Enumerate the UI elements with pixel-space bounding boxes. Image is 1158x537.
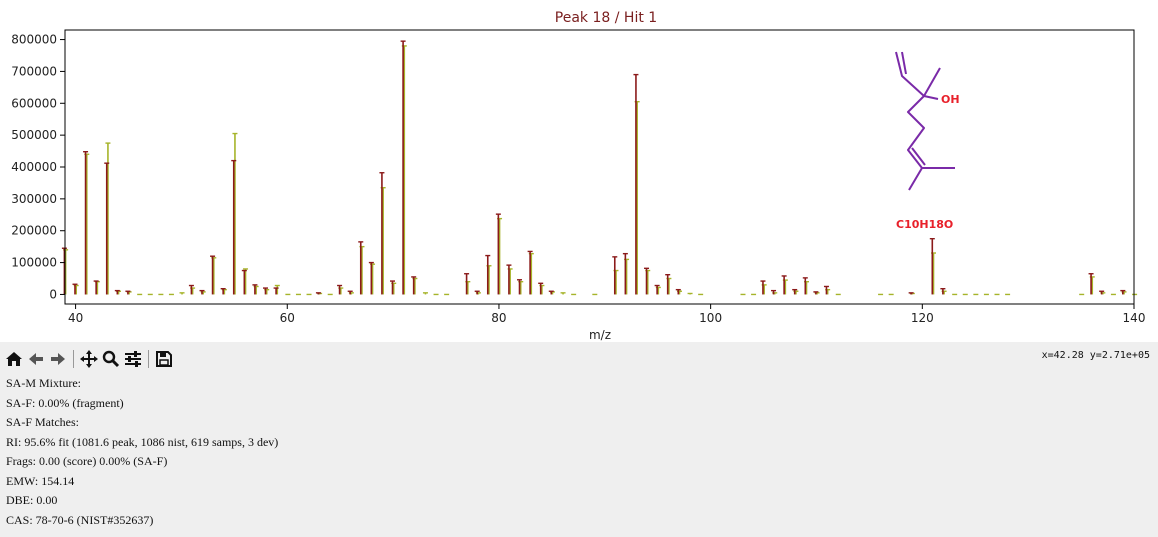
info-line: Frags: 0.00 (score) 0.00% (SA-F) bbox=[6, 454, 168, 468]
y-tick-label: 500000 bbox=[11, 128, 57, 142]
forward-arrow-icon bbox=[51, 353, 65, 365]
x-tick-label: 120 bbox=[911, 311, 934, 325]
info-line: RI: 95.6% fit (1081.6 peak, 1086 nist, 6… bbox=[6, 434, 279, 449]
info-line: SA-F Matches: bbox=[6, 415, 79, 429]
y-tick-label: 600000 bbox=[11, 96, 57, 110]
x-axis-label: m/z bbox=[589, 328, 611, 342]
spectrum-plot[interactable]: Peak 18 / Hit 1 40 60 80 100 120 140 0 100000 20… bbox=[0, 0, 1158, 342]
y-tick-label: 400000 bbox=[11, 160, 57, 174]
info-line: DBE: 0.00 bbox=[6, 493, 58, 507]
info-line: CAS: 78-70-6 (NIST#352637) bbox=[6, 512, 154, 527]
back-button[interactable] bbox=[26, 348, 46, 370]
structure-hydroxyl-bond bbox=[923, 95, 939, 100]
y-tick-label: 200000 bbox=[11, 224, 57, 238]
forward-button[interactable] bbox=[48, 348, 68, 370]
info-line: SA-M Mixture: bbox=[6, 376, 81, 390]
info-panel: x=42.28 y=2.71e+05 SA-M Mixture: SA-F: 0.… bbox=[0, 342, 1158, 537]
info-line: SA-F: 0.00% (fragment) bbox=[6, 395, 124, 410]
navigation-toolbar bbox=[4, 346, 174, 372]
zoom-icon bbox=[102, 350, 120, 368]
x-tick-label: 60 bbox=[280, 311, 295, 325]
home-button[interactable] bbox=[4, 348, 24, 370]
hydroxyl-label: OH bbox=[941, 93, 960, 106]
cursor-coordinate-readout: x=42.28 y=2.71e+05 bbox=[1041, 350, 1150, 361]
pan-icon bbox=[80, 350, 98, 368]
save-icon bbox=[156, 351, 172, 367]
pan-button[interactable] bbox=[79, 348, 99, 370]
configure-icon bbox=[125, 351, 141, 367]
toolbar-separator bbox=[148, 350, 149, 368]
y-tick-label: 700000 bbox=[11, 64, 57, 78]
x-tick-label: 100 bbox=[699, 311, 722, 325]
formula-label: C10H18O bbox=[896, 218, 953, 231]
info-line: EMW: 154.14 bbox=[6, 473, 75, 488]
y-tick-label: 800000 bbox=[11, 33, 57, 47]
zoom-button[interactable] bbox=[101, 348, 121, 370]
x-tick-label: 140 bbox=[1123, 311, 1146, 325]
y-tick-label: 0 bbox=[49, 287, 57, 301]
spectrum-chart: Peak 18 / Hit 1 40 60 80 100 120 140 0 100000 20… bbox=[11, 10, 1146, 342]
y-tick-label: 300000 bbox=[11, 192, 57, 206]
molecule-structure: OH C10H18O bbox=[895, 51, 960, 231]
y-tick-label: 100000 bbox=[11, 256, 57, 270]
back-arrow-icon bbox=[29, 353, 43, 365]
chart-title: Peak 18 / Hit 1 bbox=[555, 10, 657, 26]
x-tick-label: 80 bbox=[491, 311, 506, 325]
x-tick-label: 40 bbox=[68, 311, 83, 325]
configure-button[interactable] bbox=[123, 348, 143, 370]
plot-frame bbox=[64, 29, 1135, 305]
match-details: SA-M Mixture: SA-F: 0.00% (fragment) SA-F … bbox=[6, 374, 278, 530]
structure-methyl-bond bbox=[923, 67, 941, 97]
structure-double-bond-2 bbox=[911, 147, 926, 166]
structure-double-bond bbox=[901, 51, 907, 75]
structure-bond-path bbox=[895, 51, 925, 191]
toolbar-separator bbox=[73, 350, 74, 368]
save-button[interactable] bbox=[154, 348, 174, 370]
home-icon bbox=[6, 352, 22, 366]
